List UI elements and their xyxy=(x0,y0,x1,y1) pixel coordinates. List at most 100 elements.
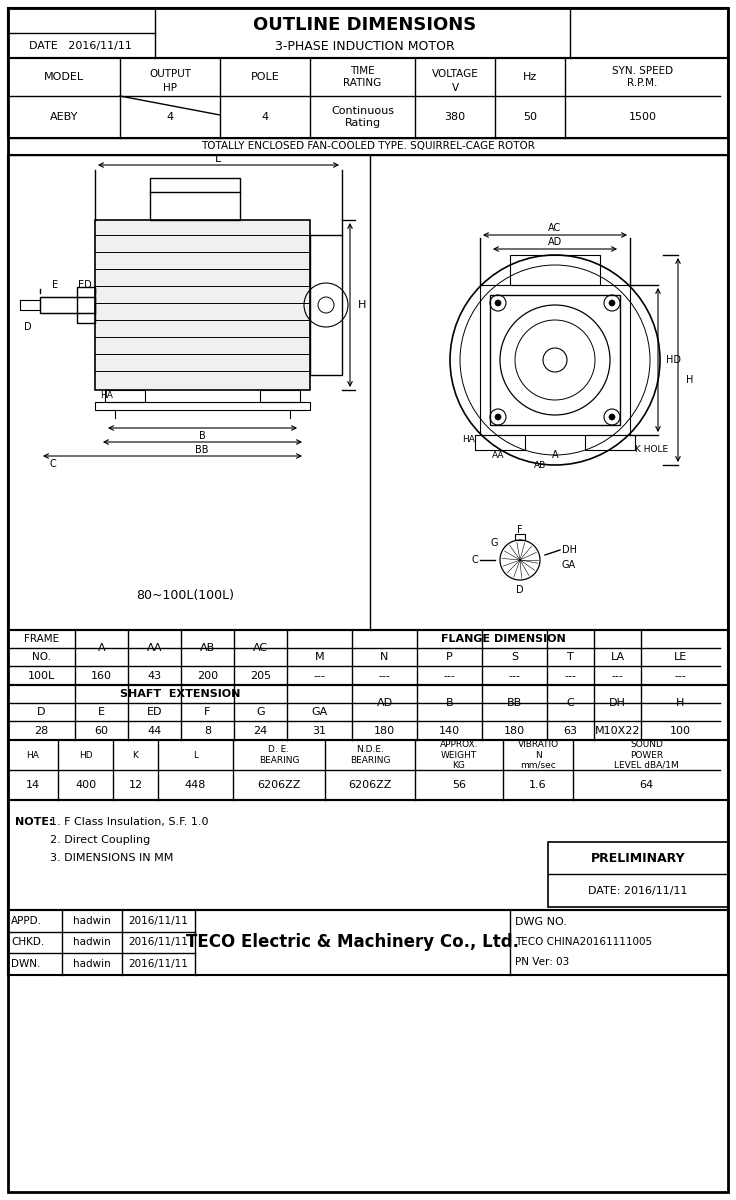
Text: AC: AC xyxy=(548,223,562,233)
Text: 400: 400 xyxy=(75,780,96,790)
Text: 4: 4 xyxy=(166,112,174,122)
Text: 180: 180 xyxy=(374,726,395,736)
Bar xyxy=(8,740,728,800)
Text: T: T xyxy=(567,652,574,662)
Text: ---: --- xyxy=(444,671,456,680)
Text: C: C xyxy=(471,554,478,565)
Text: APPD.: APPD. xyxy=(11,916,42,926)
Text: SOUND
POWER
LEVEL dBA/1M: SOUND POWER LEVEL dBA/1M xyxy=(614,740,679,770)
Text: 64: 64 xyxy=(640,780,654,790)
Text: ---: --- xyxy=(314,671,325,680)
Text: 2016/11/11: 2016/11/11 xyxy=(128,937,188,947)
Bar xyxy=(8,910,728,974)
Text: A: A xyxy=(98,643,105,653)
Text: LA: LA xyxy=(610,652,625,662)
Bar xyxy=(310,235,342,374)
Text: F: F xyxy=(517,526,523,535)
Text: N: N xyxy=(381,652,389,662)
Text: OUTLINE DIMENSIONS: OUTLINE DIMENSIONS xyxy=(253,16,477,34)
Text: 31: 31 xyxy=(313,726,327,736)
Text: MODEL: MODEL xyxy=(44,72,84,82)
Bar xyxy=(95,220,310,390)
Text: AA: AA xyxy=(146,643,162,653)
Text: hadwin: hadwin xyxy=(73,916,111,926)
Text: M10X22: M10X22 xyxy=(595,726,640,736)
Text: 448: 448 xyxy=(185,780,206,790)
Circle shape xyxy=(609,414,615,420)
Text: SHAFT  EXTENSION: SHAFT EXTENSION xyxy=(120,689,240,698)
Text: GA: GA xyxy=(311,707,328,716)
Text: SYN. SPEED
R.P.M.: SYN. SPEED R.P.M. xyxy=(612,66,673,88)
Text: A: A xyxy=(552,450,559,460)
Bar xyxy=(8,800,728,910)
Text: 60: 60 xyxy=(94,726,108,736)
Bar xyxy=(8,630,728,685)
Text: hadwin: hadwin xyxy=(73,937,111,947)
Text: HA: HA xyxy=(26,750,40,760)
Text: D. E.
BEARING: D. E. BEARING xyxy=(259,745,300,764)
Bar xyxy=(8,8,728,58)
Text: Hz: Hz xyxy=(523,72,537,82)
Text: ---: --- xyxy=(674,671,687,680)
Text: G: G xyxy=(490,538,498,548)
Circle shape xyxy=(495,300,501,306)
Text: AD: AD xyxy=(376,698,392,708)
Bar xyxy=(585,434,635,450)
Text: 100L: 100L xyxy=(28,671,55,680)
Text: 2016/11/11: 2016/11/11 xyxy=(128,916,188,926)
Text: AA: AA xyxy=(492,450,504,460)
Text: 205: 205 xyxy=(250,671,271,680)
Text: C: C xyxy=(567,698,574,708)
Bar xyxy=(490,295,620,425)
Text: HD: HD xyxy=(666,355,681,365)
Text: Continuous
Rating: Continuous Rating xyxy=(331,107,394,127)
Text: P: P xyxy=(446,652,453,662)
Text: E: E xyxy=(98,707,105,716)
Text: C: C xyxy=(50,458,57,469)
Text: 140: 140 xyxy=(439,726,460,736)
Text: 56: 56 xyxy=(452,780,466,790)
Text: AEBY: AEBY xyxy=(50,112,78,122)
Text: 8: 8 xyxy=(204,726,211,736)
Text: 6206ZZ: 6206ZZ xyxy=(348,780,392,790)
Text: AC: AC xyxy=(253,643,268,653)
Bar xyxy=(475,434,525,450)
Text: FRAME: FRAME xyxy=(24,634,59,644)
Text: ---: --- xyxy=(565,671,576,680)
Circle shape xyxy=(495,414,501,420)
Text: HD: HD xyxy=(79,750,92,760)
Text: FLANGE DIMENSION: FLANGE DIMENSION xyxy=(441,634,566,644)
Text: ED: ED xyxy=(146,707,162,716)
Bar xyxy=(95,402,310,410)
Text: 180: 180 xyxy=(504,726,525,736)
Text: 44: 44 xyxy=(147,726,162,736)
Text: G: G xyxy=(256,707,265,716)
Text: B: B xyxy=(446,698,453,708)
Text: AB: AB xyxy=(534,461,546,469)
Text: 12: 12 xyxy=(129,780,143,790)
Bar xyxy=(77,287,95,323)
Text: ED: ED xyxy=(78,280,92,290)
Bar xyxy=(150,178,240,220)
Text: 1.6: 1.6 xyxy=(529,780,547,790)
Text: DATE   2016/11/11: DATE 2016/11/11 xyxy=(29,41,132,50)
Bar xyxy=(260,390,300,402)
Text: DATE: 2016/11/11: DATE: 2016/11/11 xyxy=(588,886,687,896)
Text: DH: DH xyxy=(562,545,577,554)
Text: L: L xyxy=(193,750,198,760)
Bar xyxy=(40,296,95,313)
Text: APPROX.
WEIGHT
KG: APPROX. WEIGHT KG xyxy=(439,740,478,770)
Text: 380: 380 xyxy=(445,112,466,122)
Bar xyxy=(515,534,525,540)
Text: S: S xyxy=(511,652,518,662)
Text: 24: 24 xyxy=(253,726,268,736)
Text: 50: 50 xyxy=(523,112,537,122)
Text: DWG NO.: DWG NO. xyxy=(515,917,567,926)
Text: E: E xyxy=(52,280,58,290)
Text: BB: BB xyxy=(507,698,522,708)
Bar xyxy=(105,390,145,402)
Text: HA: HA xyxy=(100,390,113,400)
Text: LE: LE xyxy=(674,652,687,662)
Text: 1. F Class Insulation, S.F. 1.0: 1. F Class Insulation, S.F. 1.0 xyxy=(50,817,208,827)
Text: 3-PHASE INDUCTION MOTOR: 3-PHASE INDUCTION MOTOR xyxy=(275,40,455,53)
